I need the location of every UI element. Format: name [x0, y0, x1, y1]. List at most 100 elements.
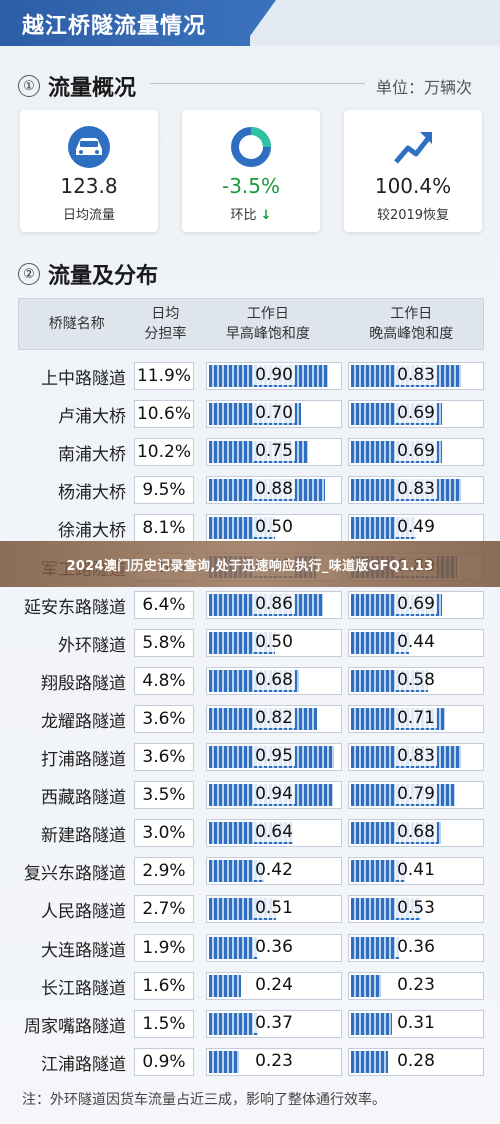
- share-cell: 3.6%: [134, 743, 194, 771]
- pm-value: 0.69: [395, 593, 437, 614]
- tunnel-name: 杨浦大桥: [58, 483, 126, 504]
- pm-saturation-bar: 0.69: [348, 400, 484, 429]
- section-title: 流量及分布: [48, 264, 159, 289]
- table-row: 复兴东路隧道 2.9% 0.42 0.41: [18, 853, 484, 891]
- card-recovery: 100.4% 较2019恢复: [344, 110, 482, 232]
- col-header-pm-line2: 晚高峰饱和度: [369, 326, 454, 342]
- car-icon: [68, 126, 110, 168]
- trend-up-arrow-icon: [394, 132, 432, 164]
- pm-value: 0.53: [395, 898, 437, 919]
- tunnel-name: 翔殷路隧道: [41, 673, 126, 694]
- am-saturation-bar: 0.37: [206, 1009, 342, 1038]
- table-row: 卢浦大桥 10.6% 0.70 0.69: [18, 396, 484, 434]
- table-row: 打浦路隧道 3.6% 0.95 0.83: [18, 739, 484, 777]
- header: 越江桥隧流量情况: [0, 0, 500, 46]
- am-saturation-bar: 0.88: [206, 476, 342, 505]
- pm-value: 0.83: [395, 365, 437, 385]
- am-value: 0.82: [253, 707, 295, 728]
- table-row: 江浦路隧道 0.9% 0.23 0.28: [18, 1044, 484, 1082]
- pm-bar-fill: [351, 631, 410, 654]
- section-number: ②: [18, 263, 40, 285]
- tunnel-name: 上中路隧道: [41, 369, 126, 389]
- col-header-am-line2: 早高峰饱和度: [225, 326, 310, 342]
- table-row: 西藏路隧道 3.5% 0.94 0.79: [18, 777, 484, 815]
- share-cell: 9.5%: [134, 476, 194, 505]
- tunnel-name: 长江路隧道: [41, 978, 126, 999]
- pm-saturation-bar: 0.83: [348, 476, 484, 505]
- pm-value: 0.69: [395, 403, 437, 424]
- share-cell: 6.4%: [134, 590, 194, 619]
- am-value: 0.68: [253, 669, 295, 690]
- pm-value: 0.36: [395, 936, 437, 957]
- pm-value: 0.83: [395, 746, 437, 766]
- pm-saturation-bar: 0.68: [348, 819, 484, 848]
- recovery-label: 较2019恢复: [376, 208, 450, 223]
- banner-text: 2024澳门历史记录查询,处于迅速响应执行_味道版GFQ1.13: [66, 558, 434, 574]
- header-right-panel: [250, 0, 500, 46]
- table-row: 长江路隧道 1.6% 0.24 0.23: [18, 968, 484, 1006]
- am-saturation-bar: 0.75: [206, 438, 342, 467]
- pm-saturation-bar: 0.69: [348, 438, 484, 467]
- share-cell: 3.0%: [134, 819, 194, 848]
- pm-value: 0.58: [395, 669, 437, 690]
- table-row: 龙耀路隧道 3.6% 0.82 0.71: [18, 701, 484, 739]
- am-saturation-bar: 0.90: [206, 362, 342, 390]
- tunnel-name: 江浦路隧道: [41, 1054, 126, 1075]
- am-saturation-bar: 0.86: [206, 590, 342, 619]
- pm-saturation-bar: 0.83: [348, 743, 484, 771]
- am-saturation-bar: 0.50: [206, 628, 342, 657]
- pm-value: 0.69: [395, 441, 437, 462]
- down-arrow-icon: ↓: [260, 208, 272, 223]
- share-cell: 2.9%: [134, 857, 194, 886]
- table-row: 杨浦大桥 9.5% 0.88 0.83: [18, 472, 484, 510]
- col-header-pm: 工作日 晚高峰饱和度: [340, 299, 483, 349]
- section-title: 流量概况: [48, 76, 137, 101]
- am-value: 0.50: [253, 517, 295, 538]
- table-row: 人民路隧道 2.7% 0.51 0.53: [18, 891, 484, 929]
- am-saturation-bar: 0.95: [206, 743, 342, 771]
- pm-value: 0.44: [395, 631, 437, 652]
- am-saturation-bar: 0.42: [206, 857, 342, 886]
- pm-value: 0.23: [395, 974, 437, 995]
- share-cell: 3.6%: [134, 704, 194, 733]
- col-header-share-line1: 日均: [151, 306, 180, 322]
- tunnel-name: 延安东路隧道: [24, 597, 126, 618]
- am-saturation-bar: 0.23: [206, 1047, 342, 1076]
- mom-value: -3.5%: [221, 174, 281, 198]
- page-title: 越江桥隧流量情况: [22, 14, 207, 39]
- am-saturation-bar: 0.24: [206, 971, 342, 1000]
- tunnel-name: 龙耀路隧道: [41, 711, 126, 732]
- unit-label: 单位：万辆次: [375, 78, 472, 97]
- tunnel-name: 大连路隧道: [41, 940, 126, 961]
- table-row: 新建路隧道 3.0% 0.64 0.68: [18, 815, 484, 853]
- section-overview-heading: ① 流量概况: [18, 70, 136, 102]
- table-row: 南浦大桥 10.2% 0.75 0.69: [18, 434, 484, 472]
- am-bar-fill: [209, 860, 265, 883]
- pm-value: 0.79: [395, 784, 437, 805]
- tunnel-name: 徐浦大桥: [58, 521, 126, 542]
- table-row: 外环隧道 5.8% 0.50 0.44: [18, 625, 484, 663]
- mom-label-wrap: 环比 ↓: [182, 204, 320, 223]
- am-saturation-bar: 0.68: [206, 666, 342, 695]
- share-cell: 1.9%: [134, 933, 194, 962]
- am-saturation-bar: 0.51: [206, 895, 342, 924]
- pm-saturation-bar: 0.83: [348, 362, 484, 390]
- tunnel-name: 复兴东路隧道: [24, 864, 126, 885]
- pm-bar-fill: [351, 1012, 392, 1035]
- am-value: 0.50: [253, 631, 295, 652]
- tunnel-name: 周家嘴路隧道: [24, 1016, 126, 1037]
- pm-value: 0.41: [395, 860, 437, 881]
- pm-saturation-bar: 0.28: [348, 1047, 484, 1076]
- share-cell: 2.7%: [134, 895, 194, 924]
- recovery-value: 100.4%: [374, 174, 452, 198]
- card-mom: -3.5% 环比 ↓: [182, 110, 320, 232]
- col-header-share: 日均 分担率: [135, 299, 197, 349]
- pm-saturation-bar: 0.58: [348, 666, 484, 695]
- pm-value: 0.49: [395, 517, 437, 538]
- pm-saturation-bar: 0.23: [348, 971, 484, 1000]
- am-value: 0.42: [253, 860, 295, 881]
- pm-value: 0.28: [395, 1050, 437, 1071]
- am-value: 0.24: [253, 974, 295, 995]
- table-row: 上中路隧道 11.9% 0.90 0.83: [18, 358, 484, 396]
- share-cell: 10.6%: [134, 400, 194, 429]
